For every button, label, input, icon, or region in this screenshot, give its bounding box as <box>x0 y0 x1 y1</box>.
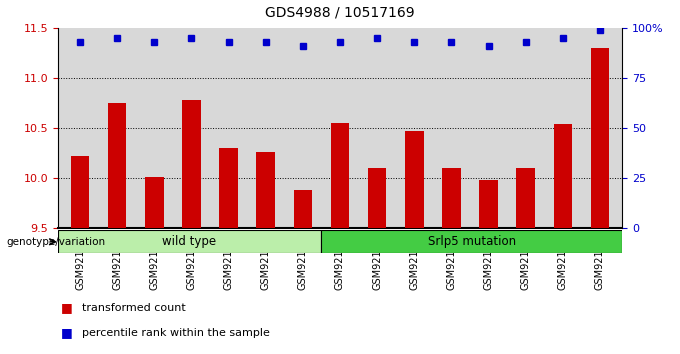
Text: wild type: wild type <box>163 235 216 248</box>
Bar <box>591 48 609 228</box>
Bar <box>256 152 275 228</box>
Bar <box>330 123 350 228</box>
Bar <box>368 169 386 228</box>
Text: ■: ■ <box>61 302 73 314</box>
Bar <box>58 230 321 253</box>
Text: percentile rank within the sample: percentile rank within the sample <box>82 328 269 338</box>
Bar <box>145 177 164 228</box>
Text: genotype/variation: genotype/variation <box>7 237 106 247</box>
Text: Srlp5 mutation: Srlp5 mutation <box>428 235 515 248</box>
Text: transformed count: transformed count <box>82 303 186 313</box>
Bar <box>554 124 572 228</box>
Bar <box>182 100 201 228</box>
Bar <box>405 131 424 228</box>
Bar <box>220 148 238 228</box>
Bar <box>442 169 460 228</box>
Bar <box>71 156 89 228</box>
Bar <box>516 169 535 228</box>
Bar <box>108 103 126 228</box>
Bar <box>294 190 312 228</box>
Text: ■: ■ <box>61 326 73 339</box>
Text: GDS4988 / 10517169: GDS4988 / 10517169 <box>265 5 415 19</box>
Bar <box>321 230 622 253</box>
Bar <box>479 180 498 228</box>
